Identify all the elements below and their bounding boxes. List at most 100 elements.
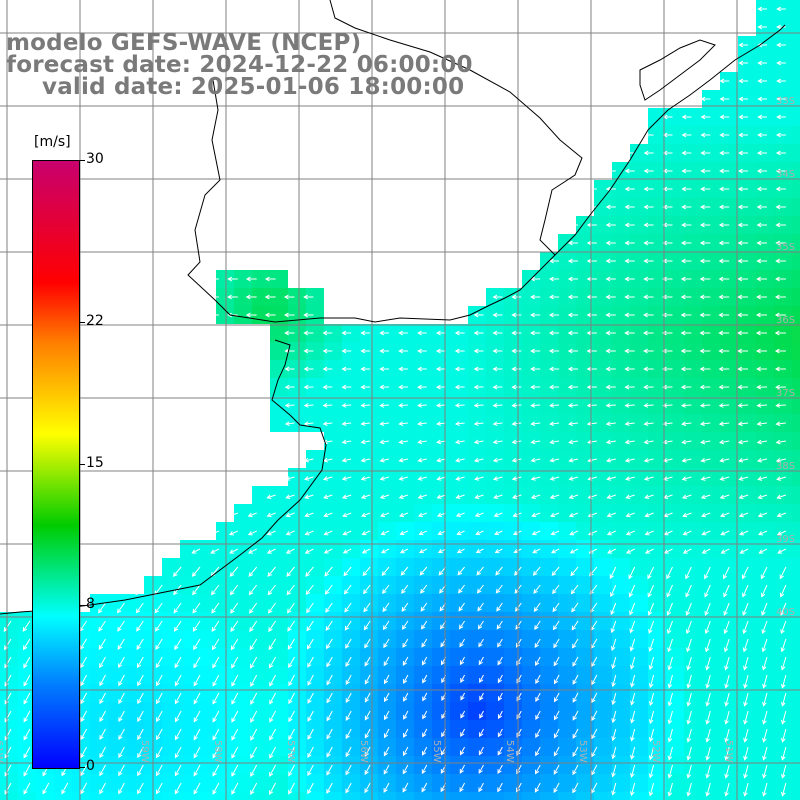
wind-arrow <box>307 782 314 795</box>
wind-cell <box>486 468 504 486</box>
wind-cell <box>540 378 558 396</box>
wind-cell <box>558 414 576 432</box>
wind-cell <box>612 450 630 468</box>
wind-arrow <box>421 782 428 793</box>
wind-cell <box>198 738 216 756</box>
wind-cell <box>396 630 414 648</box>
wind-cell <box>450 432 468 450</box>
wind-arrow <box>118 764 125 777</box>
wind-arrow <box>756 439 768 445</box>
wind-cell <box>666 558 684 576</box>
wind-arrow <box>364 710 371 721</box>
longitude-label: 58W <box>212 740 223 763</box>
wind-arrow <box>473 384 484 390</box>
wind-arrow <box>422 746 428 756</box>
wind-arrow <box>174 728 182 741</box>
wind-arrow <box>420 602 428 612</box>
wind-arrow <box>492 457 503 463</box>
wind-arrow <box>760 584 768 598</box>
wind-arrow <box>586 312 597 318</box>
wind-cell <box>486 594 504 612</box>
wind-arrow <box>757 96 767 102</box>
wind-cell <box>18 774 36 792</box>
wind-cell <box>252 576 270 594</box>
wind-arrow <box>210 584 220 596</box>
wind-cell <box>414 468 432 486</box>
wind-cell <box>576 738 594 756</box>
wind-arrow <box>530 403 541 408</box>
wind-arrow <box>776 60 786 66</box>
wind-cell <box>252 756 270 774</box>
wind-arrow <box>535 674 541 685</box>
wind-cell <box>306 342 324 360</box>
wind-cell <box>180 630 198 648</box>
wind-cell <box>792 288 800 306</box>
wind-cell <box>198 558 216 576</box>
wind-arrow <box>686 638 692 653</box>
wind-cell <box>540 468 558 486</box>
wind-cell <box>648 396 666 414</box>
wind-arrow <box>605 348 616 354</box>
wind-arrow <box>605 222 616 228</box>
wind-arrow <box>647 602 655 616</box>
wind-arrow <box>326 710 333 722</box>
wind-arrow <box>117 620 125 632</box>
wind-cell <box>306 756 324 774</box>
wind-cell <box>522 594 540 612</box>
wind-arrow <box>757 24 767 30</box>
wind-cell <box>666 666 684 684</box>
wind-arrow <box>776 6 786 12</box>
wind-arrow <box>417 348 427 354</box>
wind-arrow <box>137 728 144 741</box>
wind-arrow <box>605 366 616 372</box>
wind-arrow <box>624 439 635 445</box>
wind-arrow <box>493 512 503 518</box>
wind-arrow <box>605 439 616 445</box>
wind-arrow <box>724 728 730 743</box>
wind-arrow <box>605 276 616 282</box>
wind-arrow <box>661 348 673 354</box>
wind-arrow <box>80 728 88 741</box>
wind-cell <box>522 414 540 432</box>
wind-arrow <box>624 186 635 192</box>
wind-cell <box>378 648 396 666</box>
wind-arrow <box>705 746 711 761</box>
wind-arrow <box>662 421 673 427</box>
wind-cell <box>648 234 666 252</box>
wind-cell <box>684 198 702 216</box>
wind-cell <box>612 324 630 342</box>
wind-arrow <box>80 710 88 723</box>
wind-cell <box>270 540 288 558</box>
wind-arrow <box>402 656 409 666</box>
wind-cell <box>198 720 216 738</box>
wind-cell <box>648 522 666 540</box>
wind-arrow <box>137 782 144 795</box>
wind-cell <box>504 576 522 594</box>
wind-arrow <box>718 276 730 282</box>
wind-arrow <box>156 674 163 687</box>
wind-cell <box>594 522 612 540</box>
wind-arrow <box>682 512 692 518</box>
wind-arrow <box>460 728 466 738</box>
wind-cell <box>378 792 396 800</box>
wind-cell <box>216 756 234 774</box>
wind-cell <box>576 342 594 360</box>
wind-arrow <box>762 710 768 725</box>
wind-arrow <box>455 476 465 481</box>
wind-cell <box>108 666 126 684</box>
wind-cell <box>756 504 774 522</box>
wind-cell <box>180 594 198 612</box>
wind-arrow <box>306 638 314 650</box>
wind-arrow <box>738 458 749 463</box>
wind-arrow <box>303 384 314 390</box>
wind-cell <box>378 558 396 576</box>
wind-cell <box>630 162 648 180</box>
wind-arrow <box>288 674 295 687</box>
wind-arrow <box>228 512 238 518</box>
wind-arrow <box>403 710 409 720</box>
wind-arrow <box>307 692 314 704</box>
wind-cell <box>792 252 800 270</box>
wind-arrow <box>776 530 787 536</box>
wind-cell <box>684 666 702 684</box>
